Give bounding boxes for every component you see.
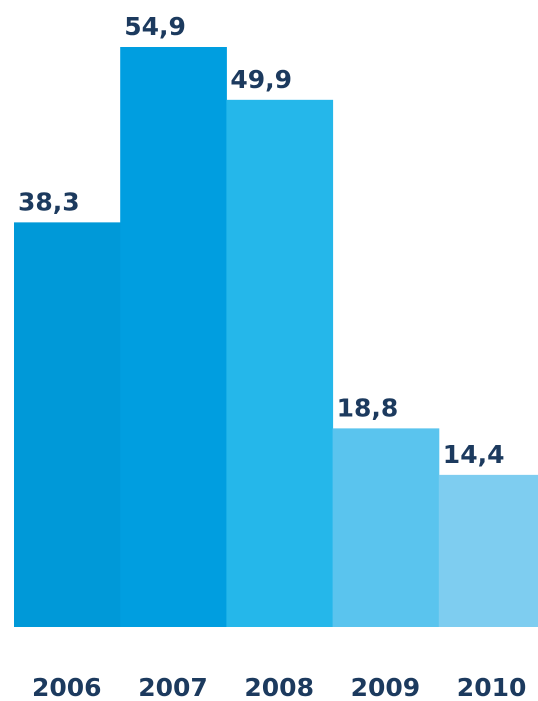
x-tick-label-2006: 2006 (32, 673, 102, 701)
value-label-2009: 18,8 (337, 393, 399, 422)
value-label-2010: 14,4 (443, 440, 505, 469)
x-tick-label-2008: 2008 (244, 673, 314, 701)
x-tick-labels-group: 2006 2007 2008 2009 2010 (32, 673, 526, 701)
x-tick-label-2007: 2007 (138, 673, 208, 701)
bar-2009 (333, 428, 440, 627)
bar-2006 (14, 222, 121, 627)
bars-group (14, 47, 538, 627)
value-label-2008: 49,9 (230, 65, 292, 94)
x-tick-label-2010: 2010 (457, 673, 527, 701)
x-tick-label-2009: 2009 (351, 673, 421, 701)
bar-2007 (120, 47, 227, 627)
bar-2008 (226, 100, 333, 627)
value-label-2006: 38,3 (18, 187, 80, 216)
bar-2010 (439, 475, 538, 627)
value-label-2007: 54,9 (124, 12, 186, 41)
